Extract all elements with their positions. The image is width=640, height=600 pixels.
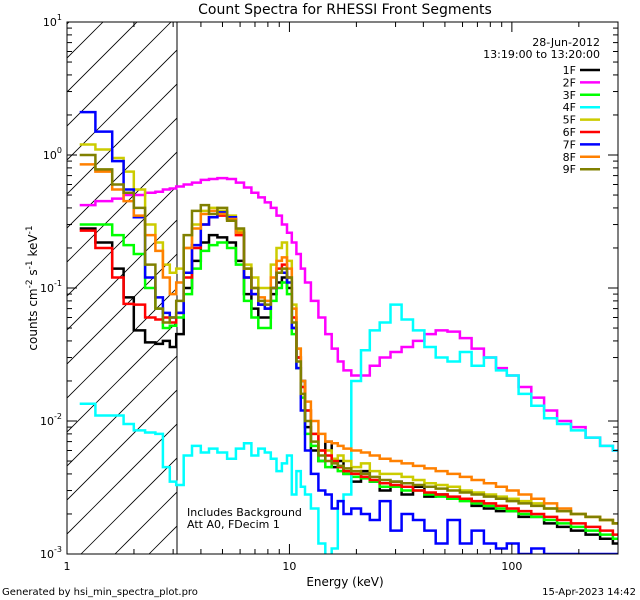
series-group bbox=[79, 110, 618, 554]
x-tick-label: 1 bbox=[64, 560, 71, 573]
y-label-part-1: counts cm bbox=[26, 288, 40, 350]
chart-title: Count Spectra for RHESSI Front Segments bbox=[198, 2, 492, 18]
y-label-part-6: -1 bbox=[25, 225, 35, 234]
y-tick-label: 10-1 bbox=[40, 279, 62, 295]
observation-date: 28-Jun-2012 bbox=[532, 36, 600, 49]
y-tick-label: 10-2 bbox=[40, 412, 62, 428]
footer-generated-by: Generated by hsi_min_spectra_plot.pro bbox=[2, 587, 198, 598]
annotation-attenuator: Att A0, FDecim 1 bbox=[187, 518, 280, 531]
series-2f bbox=[79, 176, 618, 452]
annotation-background: Includes Background bbox=[187, 506, 302, 519]
y-tick-label: 10-3 bbox=[40, 545, 62, 561]
x-axis: 1 10 100 bbox=[64, 22, 619, 573]
hatch-line bbox=[67, 151, 177, 263]
x-tick-label: 100 bbox=[501, 560, 522, 573]
hatch-line bbox=[67, 355, 177, 467]
y-tick-label: 100 bbox=[43, 146, 62, 162]
y-tick-label: 101 bbox=[43, 13, 62, 29]
series-1f bbox=[79, 227, 618, 545]
y-label-part-4: -1 bbox=[25, 260, 35, 269]
hatch-line bbox=[67, 185, 177, 297]
y-axis: 10-3 10-2 10-1 100 101 bbox=[40, 13, 618, 561]
time-range: 13:19:00 to 13:20:00 bbox=[483, 48, 600, 61]
hatch-line bbox=[67, 389, 177, 501]
series-9f bbox=[79, 153, 618, 525]
legend-label-1f: 1F bbox=[563, 64, 576, 77]
hatched-attenuator-region bbox=[67, 22, 177, 554]
x-tick-label: 10 bbox=[282, 560, 296, 573]
y-label-part-3: s bbox=[26, 269, 40, 279]
series-4f bbox=[79, 303, 618, 554]
legend-label-7f: 7F bbox=[563, 138, 576, 151]
legend-label-6f: 6F bbox=[563, 126, 576, 139]
y-label-part-2: -2 bbox=[25, 279, 35, 288]
legend-label-9f: 9F bbox=[563, 163, 576, 176]
legend-label-4f: 4F bbox=[563, 101, 576, 114]
y-axis-label: counts cm-2 s-1 keV-1 bbox=[25, 225, 40, 350]
legend-label-2f: 2F bbox=[563, 76, 576, 89]
footer-timestamp: 15-Apr-2023 14:42 bbox=[542, 587, 636, 598]
hatch-line bbox=[67, 22, 104, 59]
x-axis-label: Energy (keV) bbox=[306, 575, 383, 589]
legend-label-8f: 8F bbox=[563, 151, 576, 164]
legend-label-5f: 5F bbox=[563, 114, 576, 127]
legend-label-3f: 3F bbox=[563, 89, 576, 102]
y-label-part-5: keV bbox=[26, 234, 40, 261]
